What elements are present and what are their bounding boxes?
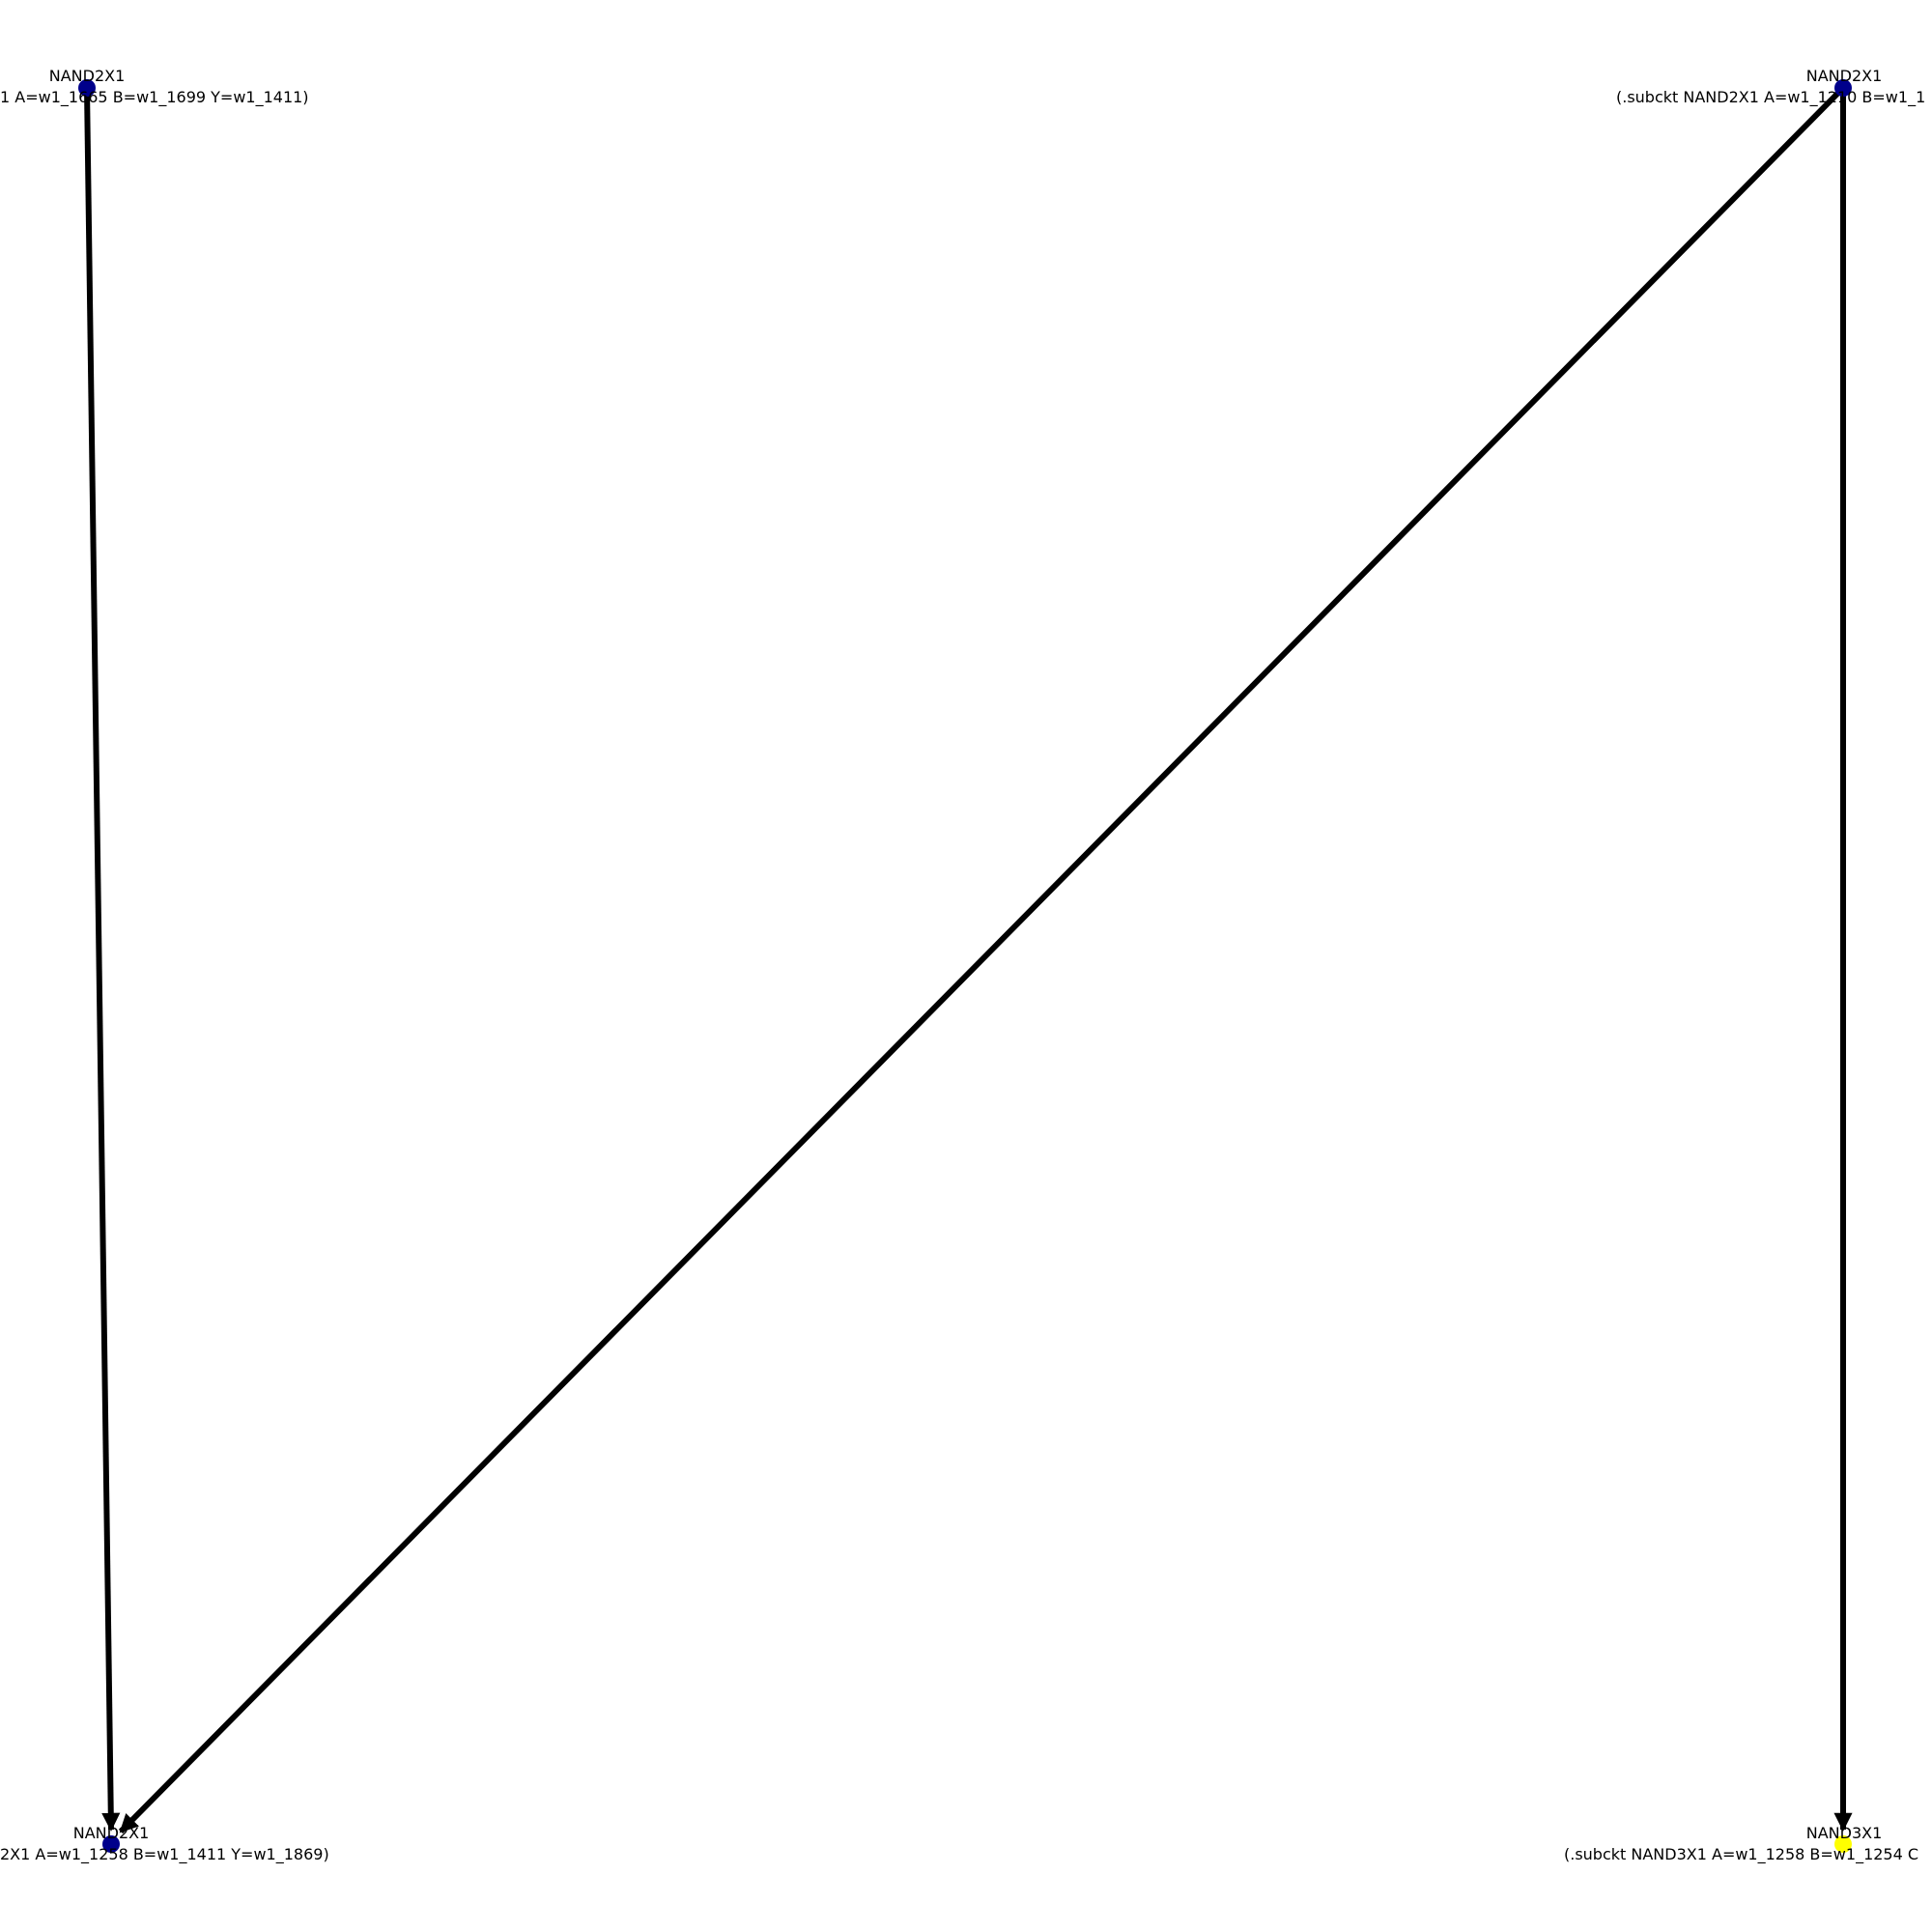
node-marker: [1834, 1835, 1852, 1853]
node-marker: [1834, 79, 1852, 97]
node-detail: (.subckt NAND3X1 A=w1_1258 B=w1_1254 C: [1564, 1845, 1918, 1864]
graph-node-n2[interactable]: NAND2X1 (.subckt NAND2X1 A=w1_1210 B=w1_…: [1616, 67, 1925, 107]
graph-node-n1[interactable]: NAND2X1 1 A=w1_1665 B=w1_1699 Y=w1_1411): [0, 67, 309, 107]
node-detail: 2X1 A=w1_1258 B=w1_1411 Y=w1_1869): [0, 1845, 329, 1864]
graph-node-n4[interactable]: NAND3X1 (.subckt NAND3X1 A=w1_1258 B=w1_…: [1564, 1824, 1918, 1864]
edges: [84, 85, 1853, 1834]
graph-node-n3[interactable]: NAND2X1 2X1 A=w1_1258 B=w1_1411 Y=w1_186…: [0, 1824, 329, 1864]
node-title: NAND2X1: [73, 1824, 150, 1842]
node-detail: (.subckt NAND2X1 A=w1_1210 B=w1_1: [1616, 88, 1925, 107]
node-marker: [102, 1835, 120, 1853]
node-detail: 1 A=w1_1665 B=w1_1699 Y=w1_1411): [0, 88, 309, 107]
edge-n1-n3: [84, 87, 121, 1832]
node-title: NAND2X1: [49, 67, 126, 85]
edge-n2-n3: [118, 85, 1846, 1834]
node-title: NAND2X1: [1806, 67, 1883, 85]
node-title: NAND3X1: [1806, 1824, 1883, 1842]
node-marker: [78, 79, 96, 97]
